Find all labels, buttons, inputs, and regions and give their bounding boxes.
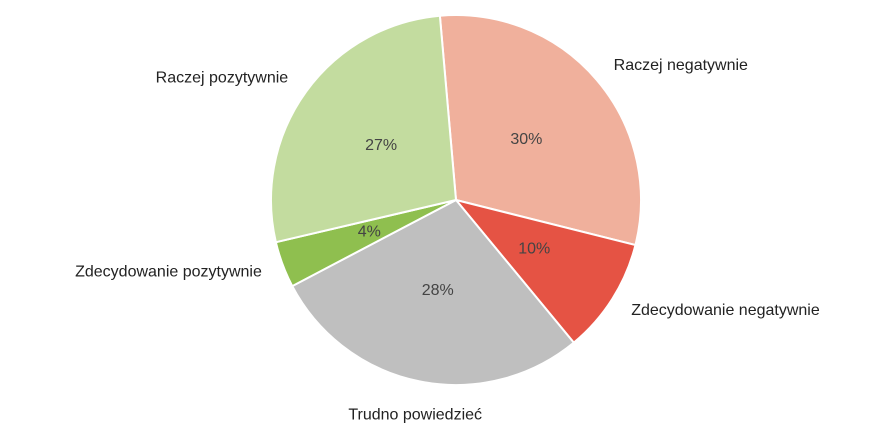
slice-value-label: 4% [358,224,381,241]
pie-slice [438,14,642,247]
slice-category-label: Zdecydowanie negatywnie [631,302,820,319]
slice-value-label: 27% [365,137,397,154]
slice-category-label: Zdecydowanie pozytywnie [75,264,262,281]
pie-slice [453,198,637,345]
slice-value-label: 10% [518,241,550,258]
pie-slice [290,198,576,386]
slice-category-label: Trudno powiedzieć [348,406,482,423]
slice-value-label: 28% [422,282,454,299]
slice-category-label: Raczej negatywnie [614,57,748,74]
slice-category-label: Raczej pozytywnie [156,70,289,87]
pie-slice [270,14,458,244]
slice-value-label: 30% [510,131,542,148]
